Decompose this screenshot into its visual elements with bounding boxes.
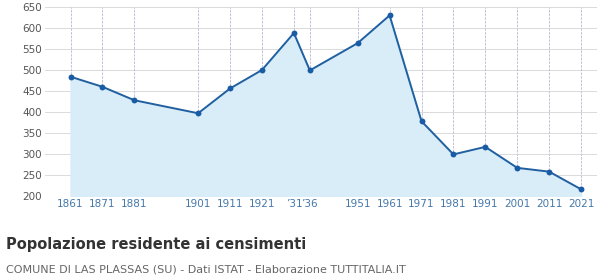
Point: [544, 169, 554, 174]
Point: [512, 166, 522, 170]
Point: [289, 31, 299, 35]
Point: [305, 68, 314, 73]
Text: COMUNE DI LAS PLASSAS (SU) - Dati ISTAT - Elaborazione TUTTITALIA.IT: COMUNE DI LAS PLASSAS (SU) - Dati ISTAT …: [6, 265, 406, 275]
Point: [449, 152, 458, 157]
Point: [225, 86, 235, 91]
Point: [417, 119, 427, 123]
Point: [193, 111, 203, 116]
Point: [257, 68, 267, 72]
Point: [481, 145, 490, 149]
Point: [353, 41, 362, 45]
Point: [66, 74, 76, 79]
Point: [385, 13, 394, 18]
Text: Popolazione residente ai censimenti: Popolazione residente ai censimenti: [6, 237, 306, 252]
Point: [98, 85, 107, 89]
Point: [576, 187, 586, 192]
Point: [130, 98, 139, 102]
